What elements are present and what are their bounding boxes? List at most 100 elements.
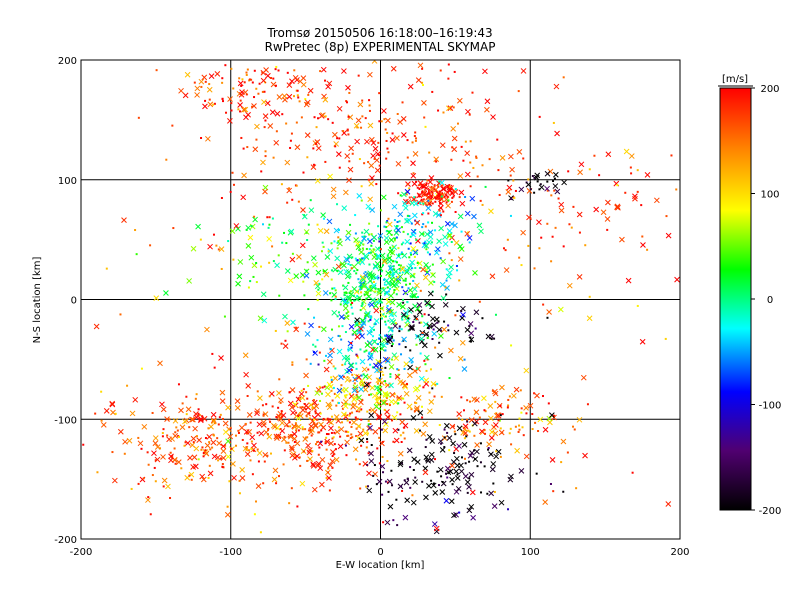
data-point-dot <box>440 206 443 209</box>
data-point-x <box>154 456 161 463</box>
data-point-dot <box>437 185 440 188</box>
data-point-x <box>489 429 495 435</box>
data-point-dot <box>361 301 364 304</box>
data-point-dot <box>324 440 327 443</box>
data-point-dot <box>215 244 218 247</box>
data-point-x <box>546 415 553 422</box>
data-point-x <box>516 149 523 155</box>
data-point-dot <box>398 330 401 333</box>
data-point-x <box>341 205 348 211</box>
data-point-dot <box>295 326 298 329</box>
data-point-dot <box>453 70 456 73</box>
data-point-dot <box>227 240 230 243</box>
data-point-x <box>458 246 465 252</box>
data-point-dot <box>177 435 180 438</box>
data-point-dot <box>368 393 371 396</box>
data-point-dot <box>237 108 240 111</box>
x-tick-label: 100 <box>521 547 540 558</box>
data-point-dot <box>330 431 333 434</box>
data-point-dot <box>368 104 371 107</box>
data-point-dot <box>306 459 309 462</box>
data-point-x <box>387 248 394 255</box>
data-point-dot <box>323 385 326 388</box>
data-point-dot <box>413 135 416 138</box>
data-point-dot <box>290 487 293 490</box>
data-point-x <box>291 431 298 437</box>
data-point-dot <box>439 329 442 332</box>
data-point-x <box>356 374 362 380</box>
data-point-dot <box>630 172 633 175</box>
data-point-dot <box>508 395 511 398</box>
data-point-dot <box>424 184 427 187</box>
data-point-dot <box>382 373 385 376</box>
data-point-dot <box>370 393 373 396</box>
data-point-dot <box>200 448 203 451</box>
data-point-x <box>414 405 420 411</box>
data-point-dot <box>246 394 249 397</box>
data-point-dot <box>405 383 408 386</box>
data-point-x <box>625 277 632 284</box>
data-point-x <box>371 392 378 399</box>
data-point-x <box>552 171 559 178</box>
data-point-dot <box>420 321 423 324</box>
data-point-dot <box>402 298 405 301</box>
data-point-dot <box>361 115 364 118</box>
data-point-dot <box>204 437 207 440</box>
data-point-dot <box>376 382 379 385</box>
data-point-x <box>383 235 390 241</box>
data-point-x <box>445 202 451 209</box>
data-point-dot <box>286 71 289 74</box>
data-point-dot <box>306 397 309 400</box>
data-point-dot <box>390 469 393 472</box>
data-point-x <box>442 241 449 247</box>
data-point-dot <box>379 388 382 391</box>
data-point-dot <box>512 179 515 182</box>
data-point-dot <box>385 157 388 160</box>
data-point-x <box>420 266 426 273</box>
data-point-x <box>305 410 311 417</box>
data-point-dot <box>344 413 347 416</box>
data-point-dot <box>111 451 114 454</box>
data-point-x <box>444 422 450 429</box>
data-point-x <box>190 464 197 470</box>
data-point-dot <box>303 294 306 297</box>
data-point-dot <box>402 230 405 233</box>
data-point-dot <box>406 183 409 186</box>
data-point-x <box>262 188 268 195</box>
data-point-dot <box>198 414 201 417</box>
data-point-x <box>414 219 421 226</box>
data-point-x <box>448 347 454 354</box>
data-point-dot <box>422 212 425 215</box>
data-point-x <box>117 428 124 435</box>
data-point-dot <box>295 411 298 414</box>
data-point-x <box>400 132 407 138</box>
data-point-x <box>344 439 350 446</box>
data-point-dot <box>364 285 367 288</box>
data-point-dot <box>341 407 344 410</box>
data-point-dot <box>311 450 314 453</box>
data-point-x <box>289 452 296 459</box>
data-point-x <box>421 242 428 249</box>
data-point-x <box>457 355 464 362</box>
data-point-dot <box>468 477 471 480</box>
data-point-x <box>280 412 287 419</box>
data-point-x <box>357 430 364 437</box>
data-point-dot <box>263 90 266 93</box>
data-point-x <box>468 471 475 478</box>
data-point-x <box>411 212 418 219</box>
data-point-dot <box>278 378 281 381</box>
data-point-dot <box>346 419 349 422</box>
data-point-x <box>421 183 427 190</box>
data-point-x <box>366 487 373 494</box>
data-point-x <box>385 333 392 340</box>
data-point-dot <box>252 275 255 278</box>
data-point-dot <box>238 492 241 495</box>
data-point-dot <box>421 333 424 336</box>
x-axis-label: E-W location [km] <box>336 560 425 571</box>
data-point-x <box>239 424 245 431</box>
data-point-dot <box>285 122 288 125</box>
data-point-dot <box>476 465 479 468</box>
data-point-dot <box>267 226 270 229</box>
data-point-x <box>566 282 573 289</box>
data-point-dot <box>341 363 344 366</box>
